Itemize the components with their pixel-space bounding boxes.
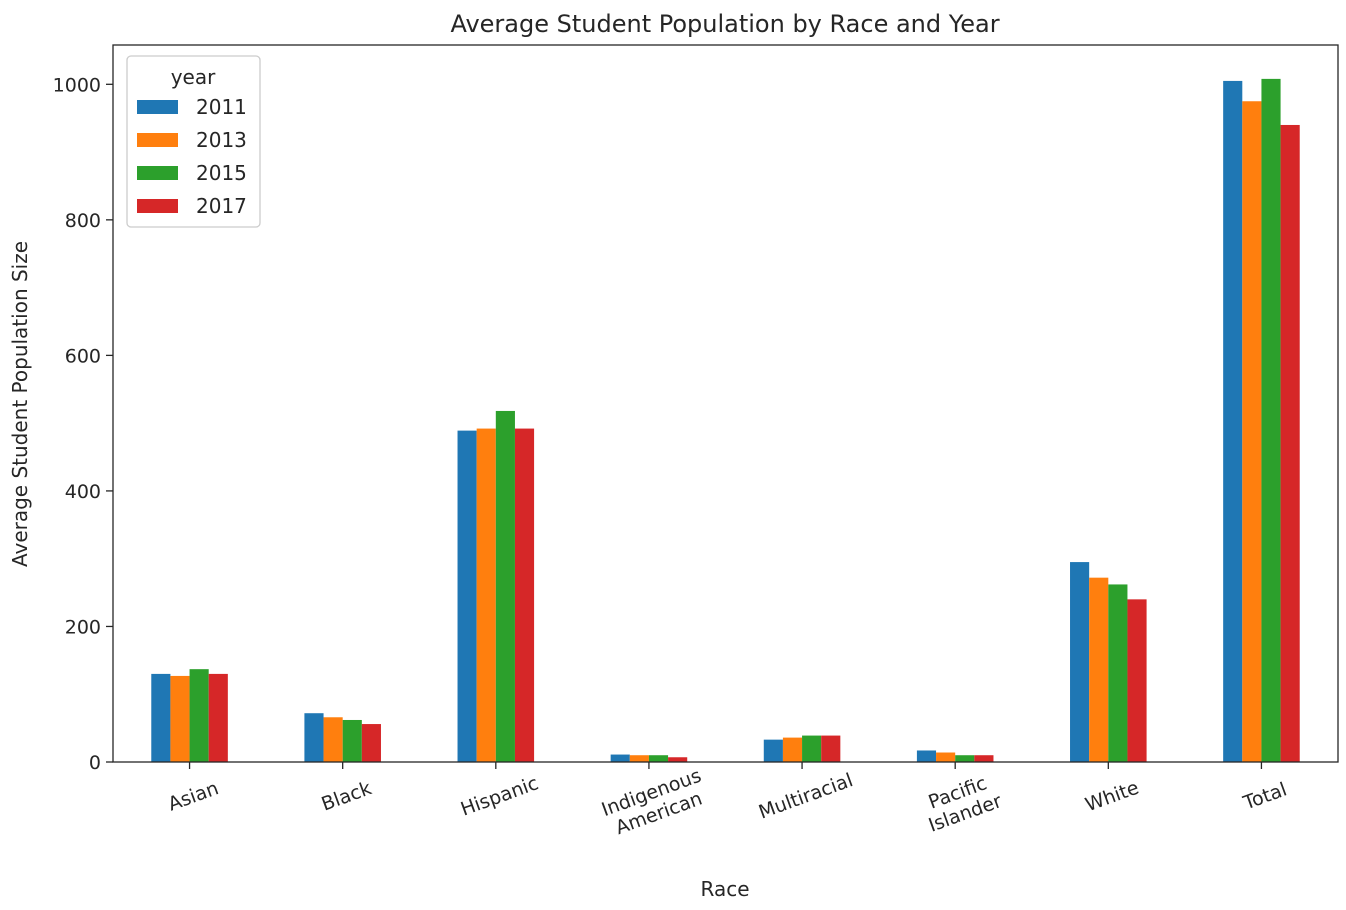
x-tick-label: White: [1082, 777, 1141, 817]
bar-pacific-islander-2017: [974, 755, 994, 762]
x-tick-label-line: Black: [319, 777, 375, 815]
legend-frame: [126, 55, 261, 228]
bar-black-2011: [304, 713, 324, 762]
x-tick-label: Asian: [165, 777, 221, 815]
bar-indigenous-american-2011: [610, 754, 630, 762]
bar-hispanic-2011: [457, 430, 477, 762]
legend-label-2013: 2013: [196, 128, 247, 152]
legend-swatch-2017: [137, 199, 178, 213]
bar-asian-2017: [208, 673, 228, 762]
bar-indigenous-american-2015: [648, 755, 669, 762]
x-tick-label: Hispanic: [458, 772, 542, 820]
legend-swatch-2013: [137, 133, 178, 147]
x-tick-label: Black: [319, 777, 375, 815]
x-tick-label: IndigenousAmerican: [599, 765, 712, 842]
x-tick-label-line: Hispanic: [458, 772, 542, 820]
legend: year 2011 2013 2015 2017: [126, 55, 261, 228]
bar-total-2011: [1223, 80, 1243, 763]
x-tick-label-group: IndigenousAmerican: [599, 765, 712, 842]
bar-hispanic-2015: [495, 410, 515, 762]
legend-swatch-2011: [137, 100, 178, 114]
legend-label-2017: 2017: [196, 194, 247, 218]
x-axis-label: Race: [700, 877, 749, 901]
bar-white-2013: [1089, 577, 1109, 762]
bar-pacific-islander-2015: [955, 755, 975, 762]
chart-title: Average Student Population by Race and Y…: [450, 10, 999, 38]
bar-asian-2011: [151, 673, 171, 762]
legend-title: year: [171, 65, 216, 89]
bar-multiracial-2011: [763, 739, 783, 762]
plot-frame: [112, 44, 1339, 763]
bar-multiracial-2013: [782, 737, 803, 762]
bars-layer: [151, 78, 1300, 763]
y-tick-label: 1000: [53, 74, 101, 96]
x-tick-label-line: Asian: [165, 777, 221, 815]
x-tick-label-group: Total: [1240, 779, 1290, 815]
legend-label-2015: 2015: [196, 161, 247, 185]
bar-multiracial-2017: [821, 735, 841, 762]
legend-swatch-2015: [137, 166, 178, 180]
bar-hispanic-2013: [476, 428, 496, 762]
bar-total-2017: [1280, 124, 1300, 763]
bar-multiracial-2015: [802, 735, 822, 762]
x-tick-label-group: Multiracial: [756, 769, 856, 823]
x-tick-label-group: White: [1082, 777, 1141, 817]
x-tick-label: PacificIslander: [918, 769, 1005, 836]
x-tick-label-line: White: [1082, 777, 1141, 817]
bar-indigenous-american-2013: [629, 755, 649, 762]
y-tick-label: 800: [65, 210, 101, 232]
bar-white-2015: [1108, 584, 1128, 762]
x-tick-label-group: PacificIslander: [918, 769, 1005, 837]
x-tick-label: Multiracial: [756, 769, 856, 823]
bar-total-2013: [1242, 101, 1262, 762]
bar-asian-2015: [189, 669, 209, 762]
y-axis-label: Average Student Population Size: [8, 241, 32, 567]
bar-white-2011: [1070, 562, 1090, 762]
x-tick-label-group: Hispanic: [458, 772, 542, 820]
bar-pacific-islander-2013: [936, 752, 956, 762]
y-tick-label: 0: [89, 752, 101, 774]
x-tick-label: Total: [1240, 779, 1290, 815]
y-tick-label: 600: [65, 345, 101, 367]
bar-black-2015: [342, 719, 362, 762]
y-tick-label: 200: [65, 616, 101, 638]
y-tick-label: 400: [65, 481, 101, 503]
x-tick-label-group: Asian: [165, 777, 221, 815]
x-tick-label-group: Black: [319, 777, 375, 815]
bar-hispanic-2017: [514, 428, 535, 762]
legend-label-2011: 2011: [196, 95, 247, 119]
bar-total-2015: [1261, 78, 1281, 762]
bar-asian-2013: [170, 675, 190, 762]
bar-white-2017: [1127, 599, 1147, 762]
bar-pacific-islander-2011: [916, 750, 937, 762]
x-tick-label-line: Total: [1240, 779, 1290, 815]
bar-black-2017: [361, 724, 381, 762]
x-tick-label-line: Multiracial: [756, 769, 856, 823]
bar-indigenous-american-2017: [668, 757, 688, 762]
bar-black-2013: [323, 717, 343, 762]
